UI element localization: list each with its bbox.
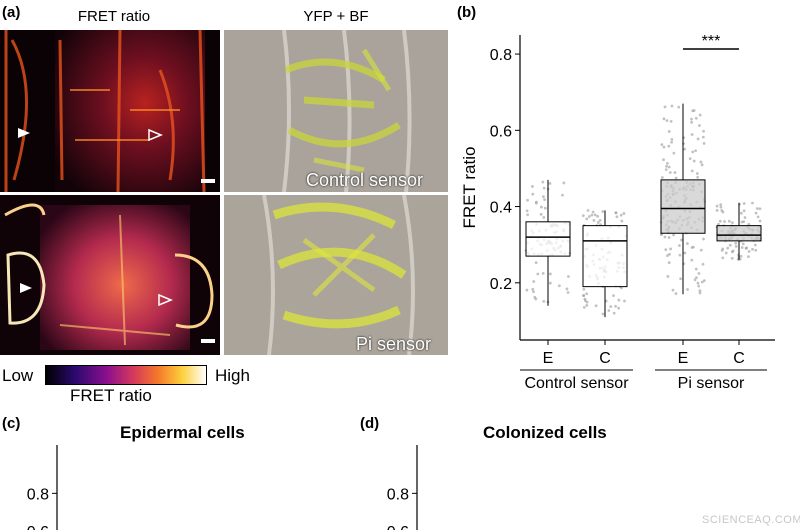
x-tick-label: C <box>599 350 611 367</box>
group-label: Control sensor <box>524 375 629 392</box>
colonized-chart: 0.8 0.6 <box>387 445 418 530</box>
control-sensor-label: Control sensor <box>306 170 424 190</box>
box <box>525 221 571 257</box>
y-tick-label: 0.6 <box>387 524 409 530</box>
yfp-bf-column-title: YFP + BF <box>303 8 369 25</box>
y-tick-label: 0.8 <box>27 486 49 503</box>
fret-colorbar <box>45 365 207 385</box>
x-tick-label: C <box>733 350 745 367</box>
box <box>716 225 762 242</box>
yfp-bf-image-control <box>224 30 448 192</box>
scale-bar <box>201 339 215 343</box>
colorbar-high-label: High <box>215 366 250 385</box>
boxplot-chart: 0.2 0.4 0.6 0.8 FRET ratio E C E C Control sensor… <box>460 33 775 392</box>
panel-b-label: (b) <box>457 4 477 21</box>
epidermal-chart-title: Epidermal cells <box>120 423 245 442</box>
filled-arrowhead-icon <box>20 283 32 293</box>
colonized-chart-title: Colonized cells <box>483 423 607 442</box>
pi-sensor-label: Pi sensor <box>356 334 432 354</box>
box <box>660 179 706 234</box>
filled-arrowhead-icon <box>18 128 30 138</box>
x-tick-label: E <box>543 350 554 367</box>
fret-image-pi <box>0 195 220 355</box>
panel-d-label: (d) <box>360 415 380 432</box>
open-arrowhead-icon <box>148 128 163 142</box>
group-label: Pi sensor <box>678 375 745 392</box>
box <box>582 225 628 288</box>
fret-ratio-column-title: FRET ratio <box>77 8 151 25</box>
scale-bar <box>201 179 215 183</box>
y-axis-label: FRET ratio <box>460 147 479 229</box>
colorbar-low-label: Low <box>2 366 34 385</box>
panel-c-label: (c) <box>2 415 21 432</box>
watermark: SCIENCEAQ.COM <box>702 514 800 526</box>
y-tick-label: 0.2 <box>490 276 512 293</box>
colorbar-caption: FRET ratio <box>70 386 152 405</box>
y-tick-label: 0.6 <box>27 524 49 530</box>
yfp-bf-image-pi <box>224 195 448 355</box>
x-tick-label: E <box>678 350 689 367</box>
panel-a-label: (a) <box>2 4 21 21</box>
y-tick-label: 0.8 <box>490 47 512 64</box>
epidermal-chart: 0.8 0.6 <box>27 445 58 530</box>
y-tick-label: 0.8 <box>387 486 409 503</box>
significance-label: *** <box>702 33 721 50</box>
open-arrowhead-icon <box>158 293 173 307</box>
y-tick-label: 0.6 <box>490 123 512 140</box>
fret-image-control <box>0 30 220 192</box>
y-tick-label: 0.4 <box>490 200 512 217</box>
